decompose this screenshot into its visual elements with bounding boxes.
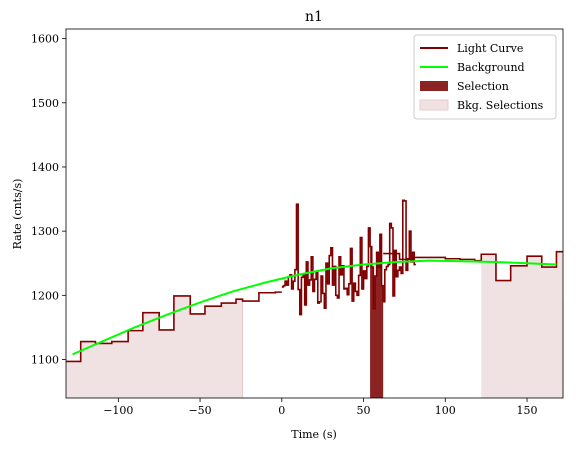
legend-swatch-patch — [419, 99, 449, 111]
legend: Light Curve Background Selection Bkg. Selec… — [413, 34, 557, 120]
chart-title: n1 — [305, 9, 323, 25]
x-tick-label: −50 — [188, 404, 211, 417]
light-curve-series — [66, 199, 563, 363]
y-tick-label: 1300 — [31, 225, 59, 238]
y-tick-label: 1500 — [31, 97, 59, 110]
bkg-selection-area-2 — [481, 251, 563, 398]
x-tick-label: 100 — [435, 404, 456, 417]
legend-label: Light Curve — [457, 42, 523, 55]
selection-region — [370, 234, 384, 398]
background-line — [72, 259, 557, 356]
y-tick-label: 1400 — [31, 161, 59, 174]
selection-area — [370, 234, 384, 398]
bkg-selection-area-1 — [66, 295, 243, 398]
light-curve-post — [383, 250, 563, 282]
bkg-selection-regions — [66, 251, 564, 398]
light-curve-fine — [281, 199, 416, 316]
legend-label: Background — [457, 61, 525, 74]
x-tick-label: 0 — [278, 404, 285, 417]
light-curve-pre — [66, 291, 282, 363]
x-tick-label: −100 — [103, 404, 133, 417]
y-tick-label: 1600 — [31, 33, 59, 46]
y-axis-label: Rate (cnts/s) — [11, 179, 24, 250]
x-tick-label: 150 — [517, 404, 538, 417]
background-series — [72, 259, 557, 356]
x-tick-label: 50 — [357, 404, 371, 417]
legend-label: Bkg. Selections — [457, 99, 544, 112]
axes-frame — [65, 28, 564, 399]
legend-box — [413, 34, 557, 120]
x-axis-label: Time (s) — [291, 428, 337, 441]
legend-label: Selection — [457, 80, 509, 93]
y-tick-label: 1100 — [31, 353, 59, 366]
y-tick-label: 1200 — [31, 289, 59, 302]
x-axis-ticks: −100 −50 0 50 100 150 — [103, 398, 538, 417]
y-axis-ticks: 1100 1200 1300 1400 1500 1600 — [31, 33, 66, 366]
legend-swatch-patch — [420, 81, 448, 91]
